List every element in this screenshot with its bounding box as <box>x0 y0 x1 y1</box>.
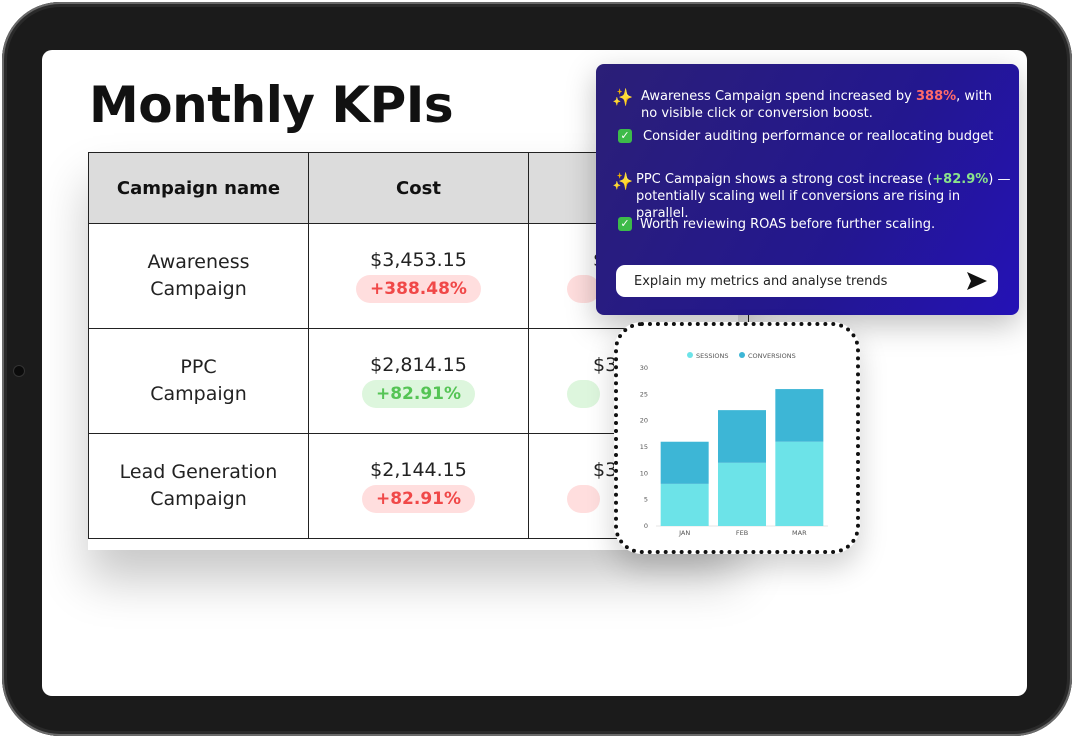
insight-highlight: +82.9% <box>932 172 989 187</box>
cost-change-badge: +82.91% <box>361 485 476 513</box>
cost-change-badge: +388.48% <box>356 275 481 303</box>
cost-cell: $3,453.15 +388.48% <box>308 223 529 329</box>
campaign-name: Awareness Campaign <box>147 251 250 300</box>
x-tick-label: FEB <box>736 529 748 537</box>
y-tick-label: 20 <box>640 417 648 425</box>
screen: Monthly KPIs Campaign name Cost Awarenes… <box>42 50 1027 696</box>
y-tick-label: 5 <box>644 496 648 504</box>
insight-text: ) — potentially scaling well if conversi… <box>636 172 1011 221</box>
check-icon: ✓ <box>618 217 632 231</box>
legend-marker <box>687 352 693 358</box>
ask-ai-bar <box>616 265 998 297</box>
campaign-name: PPC Campaign <box>150 356 247 405</box>
cost-cell: $2,814.15 +82.91% <box>308 328 529 434</box>
bar-conversions <box>775 389 824 442</box>
cost-value: $2,144.15 <box>370 459 467 481</box>
insight-text: , with no visible click or conversion bo… <box>641 89 993 121</box>
send-icon[interactable] <box>966 271 988 291</box>
next-metric-badge <box>566 485 601 513</box>
cost-change-badge: +82.91% <box>361 380 476 408</box>
y-tick-label: 25 <box>640 390 648 398</box>
chart-card: SESSIONS CONVERSIONS 0 5 10 15 20 25 30 JAN FEB MAR <box>614 322 860 554</box>
campaign-name-cell: Awareness Campaign <box>88 223 309 329</box>
page-title: Monthly KPIs <box>89 76 454 134</box>
bar-sessions <box>660 483 709 526</box>
bar-sessions <box>718 462 766 526</box>
campaign-name: Lead Generation Campaign <box>119 461 278 510</box>
stacked-bar-chart: SESSIONS CONVERSIONS 0 5 10 15 20 25 30 JAN FEB MAR <box>640 352 828 537</box>
campaign-name-cell: Lead Generation Campaign <box>88 433 309 539</box>
next-metric-value: $3 <box>593 354 618 376</box>
action-awareness: Consider auditing performance or realloc… <box>643 129 994 144</box>
header-cost: Cost <box>308 152 529 224</box>
y-tick-label: 15 <box>640 443 648 451</box>
next-metric-badge <box>566 380 601 408</box>
legend-label: SESSIONS <box>696 352 729 360</box>
insight-awareness: Awareness Campaign spend increased by 38… <box>641 88 1006 122</box>
next-metric-badge <box>566 275 601 303</box>
insight-text: Awareness Campaign spend increased by <box>641 89 916 104</box>
cost-cell: $2,144.15 +82.91% <box>308 433 529 539</box>
x-tick-label: JAN <box>678 529 690 537</box>
y-tick-label: 30 <box>640 364 648 372</box>
y-tick-label: 0 <box>644 522 648 530</box>
next-metric-value: $3 <box>593 459 618 481</box>
action-ppc: Worth reviewing ROAS before further scal… <box>640 217 936 232</box>
ask-ai-input[interactable] <box>634 265 954 297</box>
insight-text: PPC Campaign shows a strong cost increas… <box>636 172 933 187</box>
campaign-name-cell: PPC Campaign <box>88 328 309 434</box>
bar-sessions <box>775 441 824 526</box>
insight-highlight: 388% <box>916 89 957 104</box>
sparkle-icon: ✨ <box>612 88 634 108</box>
ai-insights-panel: ✨ Awareness Campaign spend increased by … <box>596 64 1019 315</box>
check-icon: ✓ <box>618 129 632 143</box>
cost-value: $3,453.15 <box>370 249 467 271</box>
cost-value: $2,814.15 <box>370 354 467 376</box>
camera-dot <box>14 366 24 376</box>
legend-marker <box>739 352 745 358</box>
bar-conversions <box>660 441 709 484</box>
sparkle-icon: ✨ <box>612 172 634 192</box>
y-tick-label: 10 <box>640 469 648 477</box>
insight-ppc: PPC Campaign shows a strong cost increas… <box>636 171 1011 222</box>
bar-conversions <box>718 410 766 463</box>
header-campaign-name: Campaign name <box>88 152 309 224</box>
x-tick-label: MAR <box>792 529 807 537</box>
legend-label: CONVERSIONS <box>748 352 796 360</box>
